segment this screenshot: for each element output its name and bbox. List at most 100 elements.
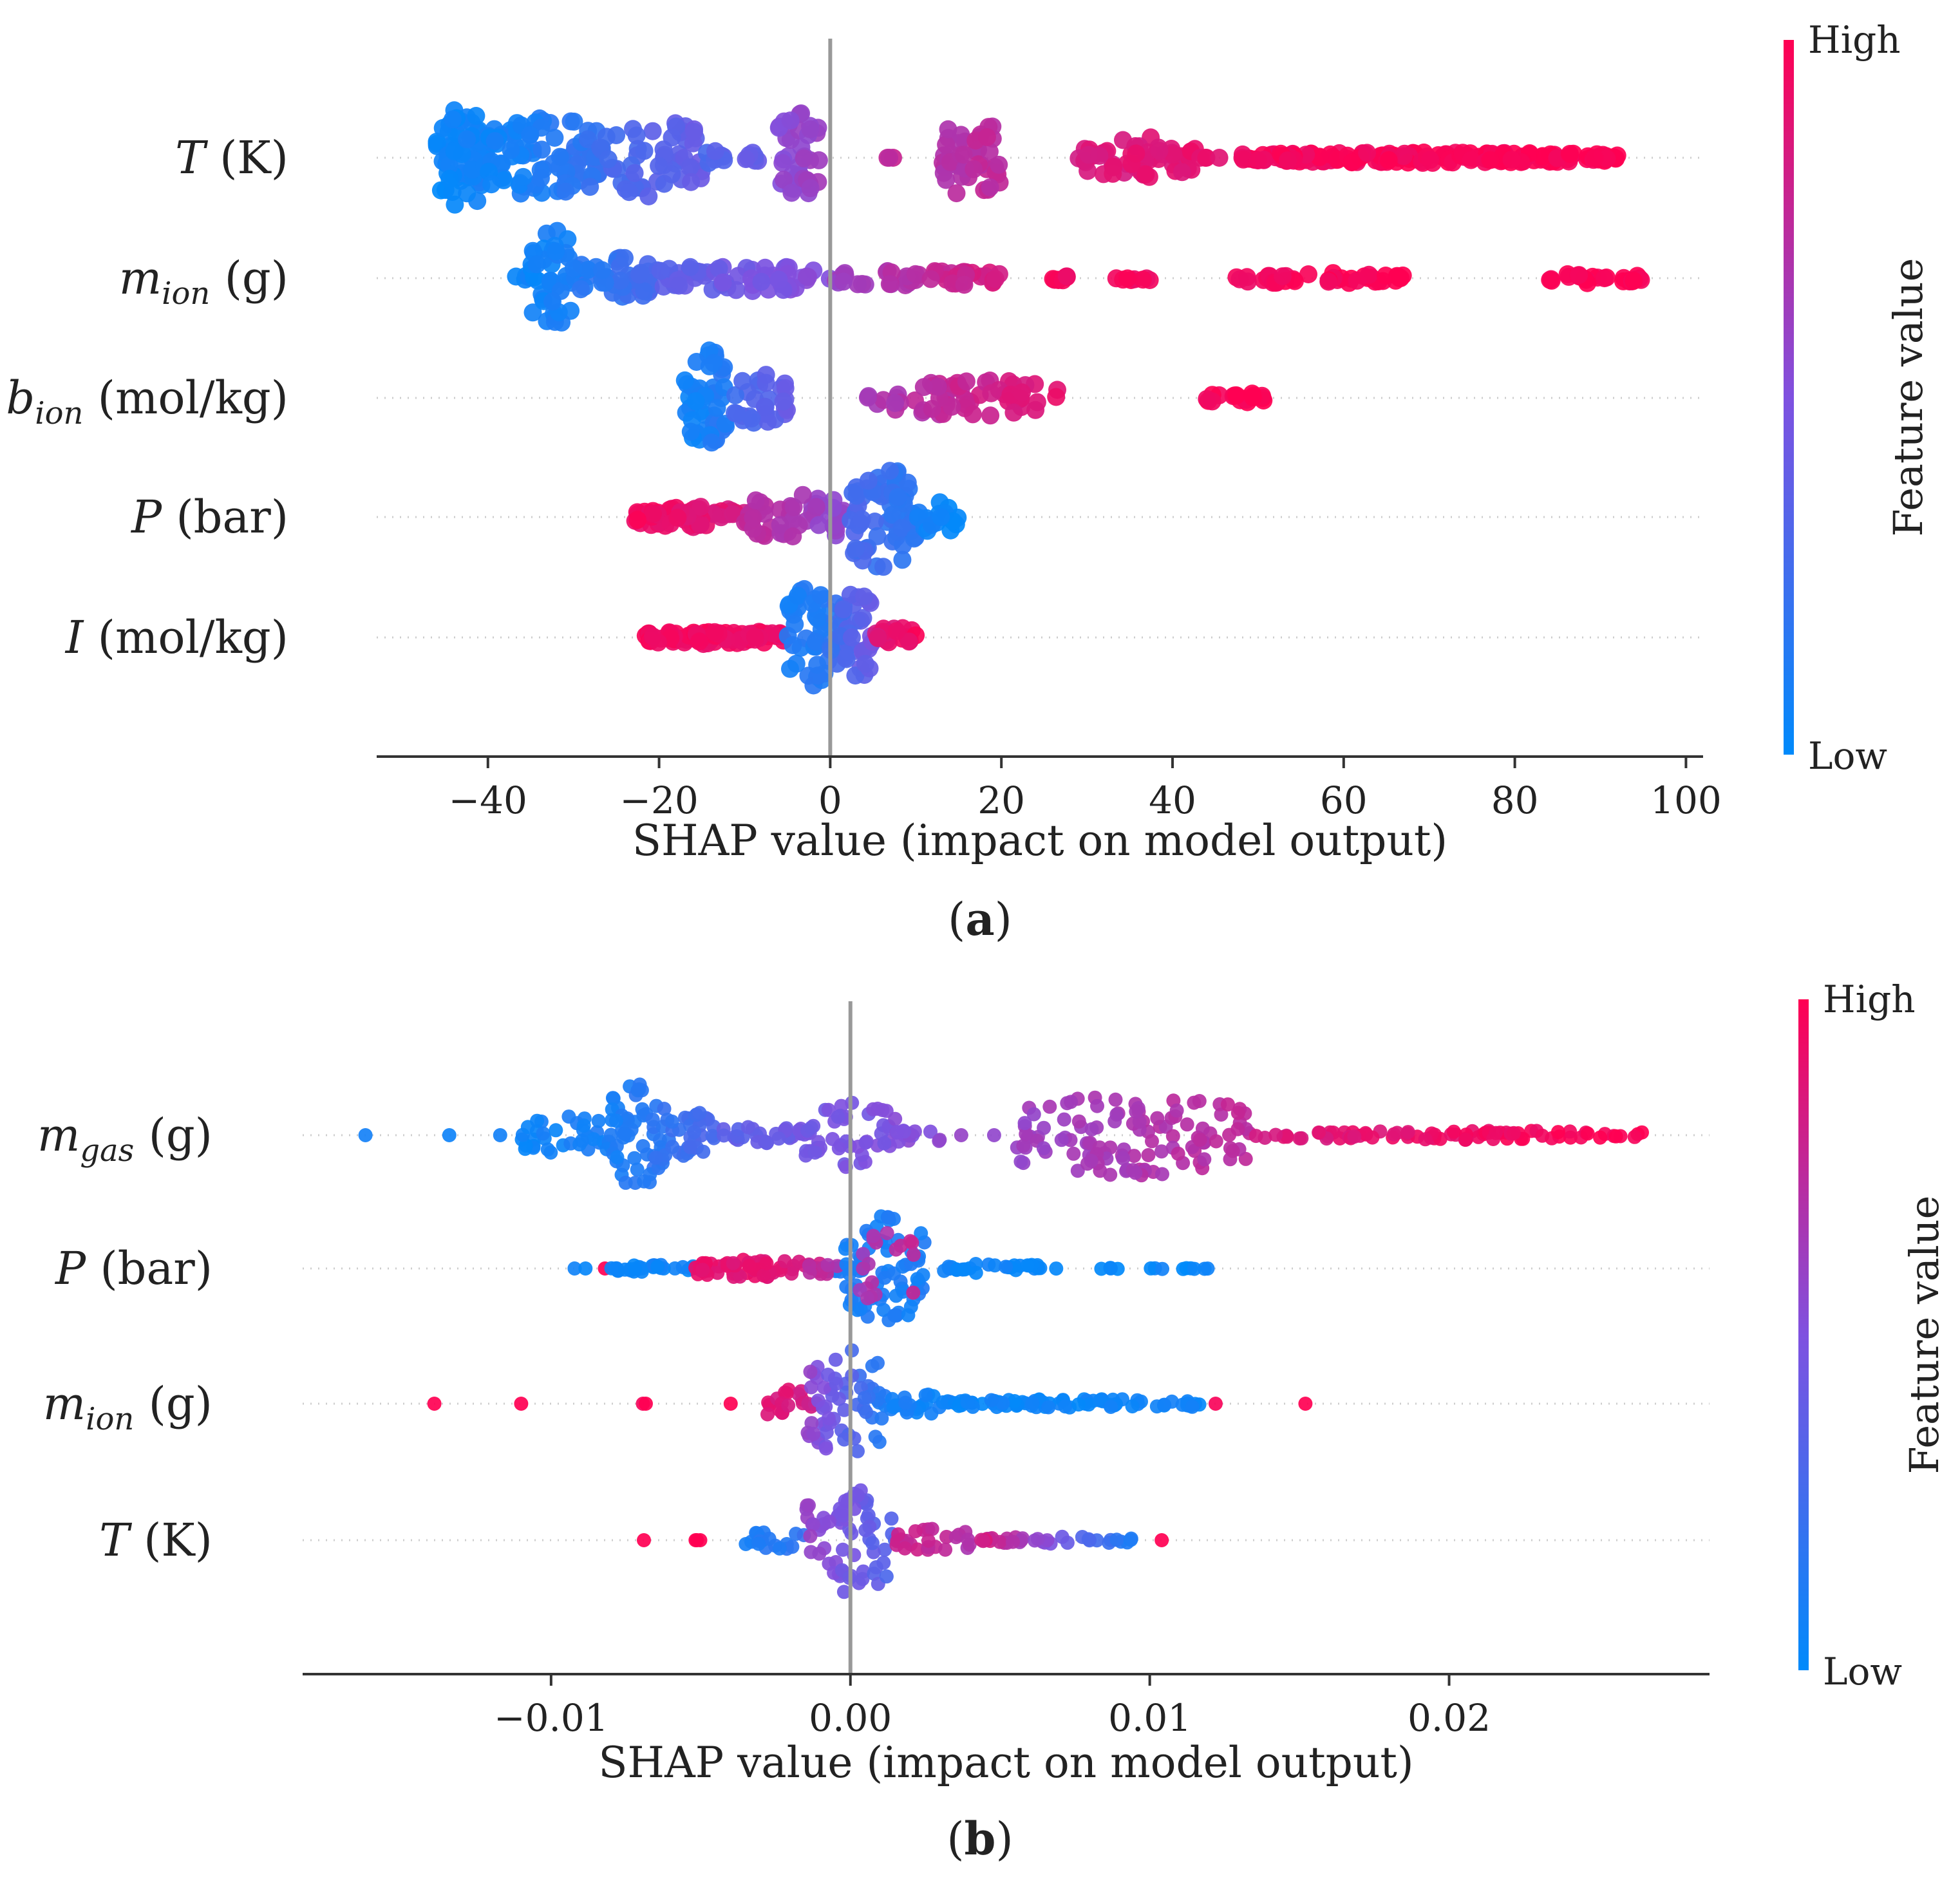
shap-dot <box>968 1265 983 1280</box>
shap-dot <box>692 498 710 516</box>
shap-dot <box>887 1308 902 1323</box>
shap-dot <box>858 388 877 407</box>
shap-dot <box>648 1150 663 1165</box>
shap-dot <box>1208 1397 1223 1411</box>
shap-dot <box>650 156 668 175</box>
shap-dot <box>532 140 551 159</box>
chart-panel-a: −40 −20 0 20 40 60 80 100 SHAP value (impact on … <box>6 18 1932 946</box>
shap-dot <box>781 659 799 678</box>
x-tick-label: 60 <box>1320 778 1368 822</box>
shap-dot <box>802 1258 816 1273</box>
shap-dot <box>1386 1127 1401 1142</box>
shap-dot <box>1192 1094 1207 1108</box>
shap-dot <box>549 1123 563 1138</box>
shap-dot <box>784 636 802 654</box>
shap-dot <box>937 171 956 189</box>
shap-dot <box>1104 1261 1118 1276</box>
shap-dot <box>846 540 865 558</box>
shap-dot <box>781 1398 796 1413</box>
shap-dot <box>865 1536 880 1551</box>
shap-dot <box>746 491 765 510</box>
shap-dot <box>1165 1129 1180 1144</box>
shap-dot <box>821 1411 836 1426</box>
shap-dot <box>1348 271 1366 290</box>
shap-dot <box>837 1432 852 1447</box>
shap-dot <box>801 120 820 138</box>
shap-dot <box>1627 1129 1642 1144</box>
shap-dot <box>1145 1134 1159 1149</box>
shap-dot <box>921 270 940 288</box>
shap-dot <box>871 1101 885 1116</box>
shap-dot <box>628 511 647 529</box>
shap-dot <box>1268 1127 1283 1142</box>
shap-dot <box>892 518 911 537</box>
shap-dot <box>877 1136 892 1151</box>
colorbar-title: Feature value <box>1885 258 1932 537</box>
shap-dot <box>995 1396 1010 1410</box>
shap-dot <box>649 633 668 652</box>
shap-dot <box>907 1124 922 1139</box>
shap-dot <box>777 1254 792 1268</box>
shap-dot <box>1049 1261 1064 1276</box>
shap-dot <box>962 1537 977 1552</box>
shap-dot <box>858 1135 873 1150</box>
shap-dot <box>1019 1127 1033 1142</box>
shap-dot <box>798 267 816 286</box>
x-tick-label: −40 <box>449 778 527 822</box>
shap-dot <box>1502 151 1521 169</box>
shap-dot <box>645 1112 660 1127</box>
shap-dot <box>1462 151 1480 169</box>
shap-dot <box>876 1303 891 1317</box>
shap-dot <box>523 303 542 322</box>
shap-dot <box>1595 269 1614 288</box>
shap-dot <box>795 149 813 168</box>
shap-dot <box>846 666 865 685</box>
shap-dot <box>751 1536 766 1551</box>
shap-dot <box>657 1102 672 1116</box>
shap-dot <box>756 258 775 277</box>
x-tick-label: 80 <box>1491 778 1539 822</box>
shap-dot <box>708 399 726 417</box>
shap-dot <box>681 158 699 176</box>
shap-dot <box>1347 1129 1362 1144</box>
panel-label: (b) <box>947 1812 1013 1865</box>
shap-dot <box>579 261 598 279</box>
shap-dot <box>986 1128 1001 1142</box>
shap-dot <box>1028 1533 1042 1548</box>
shap-dot <box>1037 1120 1051 1135</box>
shap-dot <box>889 488 907 506</box>
shap-dot <box>547 242 565 261</box>
shap-dot <box>1249 1129 1263 1144</box>
shap-dot <box>1506 1126 1521 1140</box>
shap-dot <box>948 1530 963 1545</box>
x-tick-label: 0 <box>818 778 842 822</box>
shap-dot <box>1298 1397 1313 1411</box>
shap-dot <box>853 510 871 529</box>
shap-dot <box>627 1151 642 1165</box>
shap-dot <box>1197 1261 1212 1276</box>
colorbar-low-label: Low <box>1823 1650 1902 1693</box>
shap-dot <box>1141 1148 1156 1162</box>
shap-dot <box>1244 388 1263 407</box>
shap-dot <box>760 1407 775 1422</box>
feature-dots-1 <box>567 1209 1215 1328</box>
shap-dot <box>884 1511 899 1526</box>
feature-dots-0 <box>358 1077 1649 1190</box>
shap-dot <box>804 1545 818 1560</box>
shap-dot <box>1299 265 1317 283</box>
shap-dot <box>687 353 706 371</box>
shap-dot <box>717 1128 731 1143</box>
shap-dot <box>630 1083 645 1098</box>
shap-dot <box>880 1226 894 1241</box>
shap-dot <box>898 473 917 492</box>
shap-dot <box>561 1109 576 1124</box>
shap-dot <box>1055 1529 1070 1544</box>
shap-dot <box>877 1270 892 1285</box>
shap-dot <box>803 1529 818 1543</box>
colorbar-high-label: High <box>1823 977 1916 1021</box>
shap-dot <box>1042 1099 1057 1114</box>
shap-dot <box>493 155 511 173</box>
shap-dot <box>837 650 856 668</box>
shap-dot <box>932 508 950 526</box>
